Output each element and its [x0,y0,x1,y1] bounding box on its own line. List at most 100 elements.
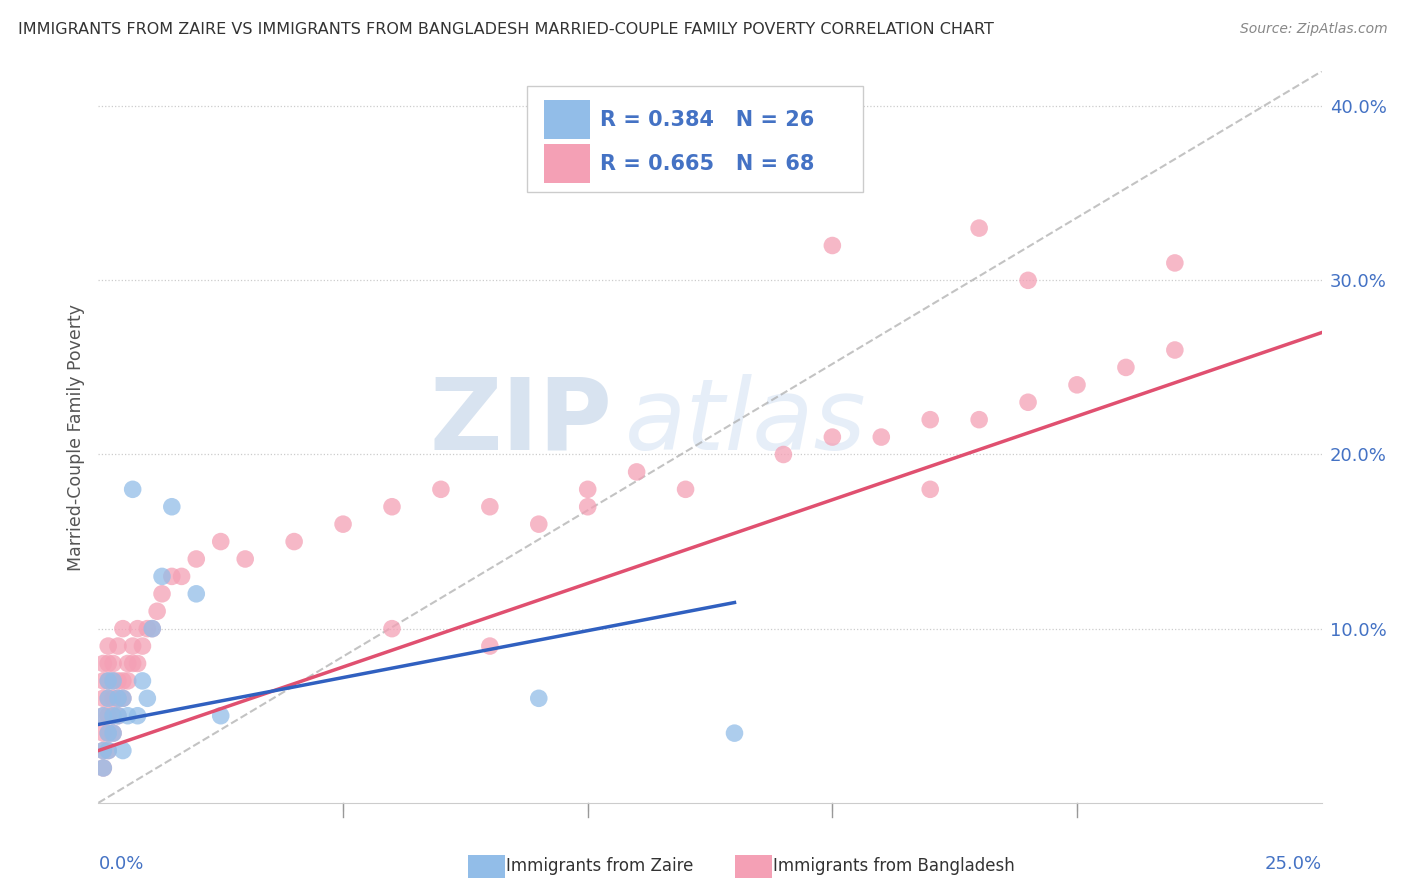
Point [91,657,114,671]
Text: R = 0.665   N = 68: R = 0.665 N = 68 [600,153,814,174]
Point [146,604,169,618]
Point [97,691,120,706]
Point [127,708,149,723]
Point [107,708,129,723]
Point [121,483,143,497]
Point [209,708,232,723]
Point [478,500,501,514]
Point [967,412,990,426]
Point [1164,343,1187,357]
Point [141,622,163,636]
Point [111,691,134,706]
Point [91,743,114,757]
Point [91,691,114,706]
Point [107,708,129,723]
Text: 0.0%: 0.0% [98,855,143,873]
Point [332,517,354,532]
Point [111,743,134,757]
Point [150,569,173,583]
Point [97,673,120,688]
Point [97,708,120,723]
Point [186,552,208,566]
Point [117,657,139,671]
Point [97,691,120,706]
Point [111,622,134,636]
Point [170,569,193,583]
Point [97,726,120,740]
Point [111,691,134,706]
Text: 25.0%: 25.0% [1264,855,1322,873]
Point [91,761,114,775]
Point [117,673,139,688]
FancyBboxPatch shape [544,144,591,183]
Point [150,587,173,601]
Point [1066,377,1088,392]
Point [772,448,794,462]
Point [131,639,153,653]
FancyBboxPatch shape [526,86,863,192]
Point [136,622,159,636]
Point [101,673,124,688]
Point [127,657,149,671]
Point [233,552,256,566]
Point [97,657,120,671]
Point [920,412,942,426]
Point [101,708,124,723]
Point [626,465,648,479]
Point [967,221,990,235]
Point [141,622,163,636]
Text: R = 0.384   N = 26: R = 0.384 N = 26 [600,110,814,129]
Point [91,708,114,723]
Point [101,726,124,740]
Point [101,673,124,688]
Point [821,430,844,444]
Point [101,726,124,740]
Point [91,743,114,757]
Point [381,500,404,514]
Point [131,673,153,688]
Text: Immigrants from Zaire: Immigrants from Zaire [506,857,693,875]
Point [209,534,232,549]
Point [121,639,143,653]
Point [91,673,114,688]
Point [1115,360,1137,375]
Text: atlas: atlas [624,374,866,471]
Point [97,743,120,757]
Point [527,691,550,706]
FancyBboxPatch shape [544,100,591,139]
Point [117,708,139,723]
Point [186,587,208,601]
Point [97,673,120,688]
Point [1164,256,1187,270]
Text: IMMIGRANTS FROM ZAIRE VS IMMIGRANTS FROM BANGLADESH MARRIED-COUPLE FAMILY POVERT: IMMIGRANTS FROM ZAIRE VS IMMIGRANTS FROM… [18,22,994,37]
Point [527,517,550,532]
Point [101,657,124,671]
Point [160,500,183,514]
Point [1017,273,1039,287]
Point [283,534,305,549]
Text: Source: ZipAtlas.com: Source: ZipAtlas.com [1240,22,1388,37]
Point [920,483,942,497]
Point [107,639,129,653]
Point [91,726,114,740]
Point [91,708,114,723]
Point [430,483,453,497]
Point [121,657,143,671]
Point [675,483,697,497]
Point [870,430,893,444]
Point [478,639,501,653]
Point [107,691,129,706]
Point [1017,395,1039,409]
Point [101,691,124,706]
Point [821,238,844,252]
Text: Immigrants from Bangladesh: Immigrants from Bangladesh [773,857,1015,875]
Point [381,622,404,636]
Point [97,639,120,653]
Text: ZIP: ZIP [429,374,612,471]
Point [127,622,149,636]
Point [576,483,599,497]
Point [107,691,129,706]
Point [107,673,129,688]
Point [723,726,745,740]
Point [97,743,120,757]
